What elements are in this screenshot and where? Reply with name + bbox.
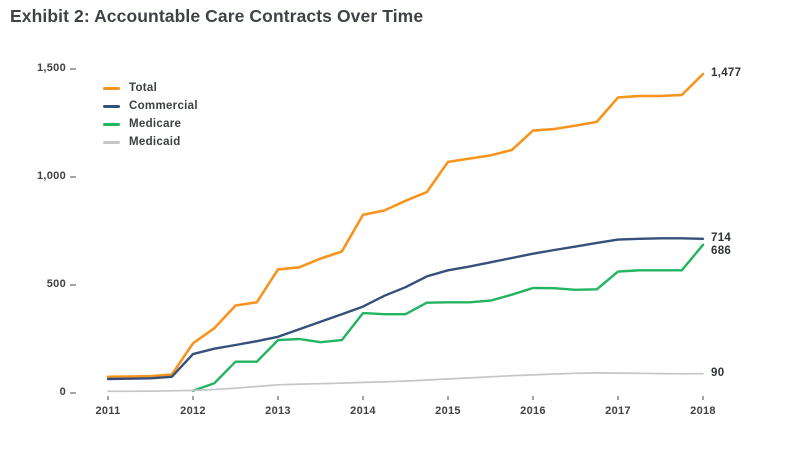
chart-title: Exhibit 2: Accountable Care Contracts Ov…: [10, 6, 424, 26]
x-tick-label-2017: 2017: [605, 405, 631, 417]
legend-item-medicare: Medicare: [103, 115, 198, 133]
line-commercial: [106, 237, 705, 381]
x-tick-label-2016: 2016: [520, 405, 546, 417]
x-tick-label-2018: 2018: [690, 405, 716, 417]
x-tick-label-2012: 2012: [180, 405, 206, 417]
legend-label-total: Total: [129, 82, 158, 94]
end-label-total: 1,477: [711, 66, 742, 79]
x-tick-label-2011: 2011: [95, 405, 121, 417]
y-tick-label-500: 500: [46, 278, 66, 290]
x-tick-label-2013: 2013: [265, 405, 291, 417]
legend-swatch-commercial: [103, 104, 120, 108]
legend-label-medicaid: Medicaid: [129, 136, 181, 148]
legend-label-medicare: Medicare: [129, 118, 182, 130]
x-tick-label-2015: 2015: [435, 405, 461, 417]
legend-swatch-medicare: [103, 122, 120, 126]
legend-item-medicaid: Medicaid: [103, 133, 198, 151]
end-label-commercial: 714: [711, 231, 732, 244]
y-tick-label-1,000: 1,000: [36, 170, 66, 182]
line-medicaid: [107, 372, 704, 393]
y-tick-label-0: 0: [59, 386, 66, 398]
legend: Total Commercial Medicare Medicaid: [103, 79, 198, 151]
end-label-medicaid: 90: [711, 366, 725, 379]
legend-item-commercial: Commercial: [103, 97, 198, 115]
legend-swatch-total: [103, 86, 120, 90]
end-label-medicare: 686: [711, 244, 732, 257]
legend-item-total: Total: [103, 79, 198, 97]
line-medicare: [191, 243, 705, 392]
legend-swatch-medicaid: [103, 140, 120, 144]
line-total: [106, 72, 705, 379]
y-tick-label-1,500: 1,500: [36, 62, 66, 74]
x-tick-label-2014: 2014: [350, 405, 376, 417]
legend-label-commercial: Commercial: [129, 100, 198, 112]
